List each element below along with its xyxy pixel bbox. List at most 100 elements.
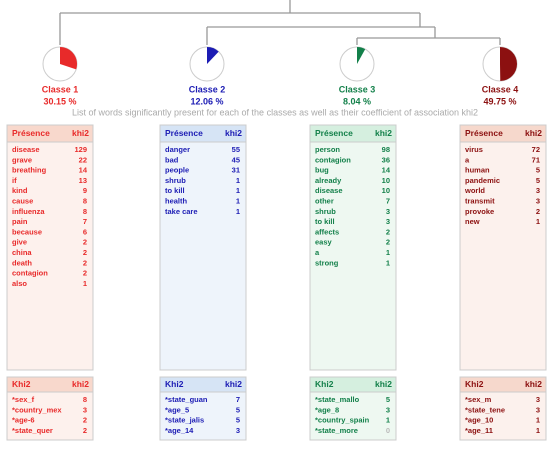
presence-table-word: danger xyxy=(165,145,190,154)
presence-table-word: influenza xyxy=(12,207,45,216)
presence-table-header xyxy=(6,124,94,143)
presence-table-word: breathing xyxy=(12,166,47,175)
khi2-table-word: *age_8 xyxy=(315,405,339,414)
presence-table-word: china xyxy=(12,248,32,257)
presence-table-word: grave xyxy=(12,155,32,164)
presence-table-word: death xyxy=(12,258,32,267)
presence-table-header xyxy=(159,124,247,143)
presence-table-khi2: 3 xyxy=(536,186,540,195)
presence-table-header xyxy=(309,124,397,143)
khi2-table-khi2: 2 xyxy=(83,426,87,435)
khi2-table-word: *age-6 xyxy=(12,416,35,425)
presence-table-khi2: 1 xyxy=(83,279,87,288)
khi2-table-word: *sex_m xyxy=(465,395,492,404)
class-percent: 49.75 % xyxy=(483,96,516,106)
presence-table-word: transmit xyxy=(465,196,495,205)
pie-slice xyxy=(207,47,219,64)
khi2-table-khi2: 5 xyxy=(236,416,240,425)
presence-table-word: bad xyxy=(165,155,179,164)
presence-table-khi2: 2 xyxy=(83,258,87,267)
presence-table-khi2: 6 xyxy=(83,227,87,236)
presence-table-word: a xyxy=(465,155,470,164)
presence-table-khi2: 14 xyxy=(382,166,391,175)
khi2-table-word: *age_14 xyxy=(165,426,194,435)
khi2-table-header-word: Khi2 xyxy=(465,379,484,389)
khi2-table-header xyxy=(159,376,247,393)
khi2-table-khi2: 3 xyxy=(386,405,390,414)
class-percent: 12.06 % xyxy=(190,96,223,106)
presence-table-khi2: 36 xyxy=(382,155,390,164)
class-name: Classe 3 xyxy=(339,84,376,94)
presence-table-word: disease xyxy=(315,186,343,195)
khi2-table-word: *state_quer xyxy=(12,426,53,435)
presence-table-khi2: 1 xyxy=(236,196,240,205)
presence-table-khi2: 1 xyxy=(236,186,240,195)
khi2-table-khi2: 0 xyxy=(386,426,390,435)
khi2-table-word: *state_guan xyxy=(165,395,208,404)
khi2-table-word: *age_5 xyxy=(165,405,189,414)
khi2-table-khi2: 3 xyxy=(536,405,540,414)
khi2-table-header-khi2: khi2 xyxy=(525,379,542,389)
presence-table-word: take care xyxy=(165,207,198,216)
presence-table-word: bug xyxy=(315,166,329,175)
presence-table-header xyxy=(459,124,547,143)
khi2-table-khi2: 5 xyxy=(386,395,390,404)
pie-slice xyxy=(500,47,517,81)
khi2-table-word: *state_mallo xyxy=(315,395,360,404)
khi2-table-header xyxy=(459,376,547,393)
presence-table-header-word: Présence xyxy=(12,128,50,138)
khi2-table-khi2: 3 xyxy=(536,395,540,404)
khi2-table-header-khi2: khi2 xyxy=(72,379,89,389)
presence-table-khi2: 14 xyxy=(79,166,88,175)
presence-table-word: virus xyxy=(465,145,483,154)
presence-table-khi2: 13 xyxy=(79,176,87,185)
class-name: Classe 4 xyxy=(482,84,519,94)
presence-table-khi2: 3 xyxy=(536,196,540,205)
presence-table-word: a xyxy=(315,248,320,257)
presence-table-header-khi2: khi2 xyxy=(525,128,542,138)
presence-table-khi2: 55 xyxy=(232,145,240,154)
khi2-table-khi2: 3 xyxy=(83,405,87,414)
khi2-table-word: *state_tene xyxy=(465,405,505,414)
presence-table-word: because xyxy=(12,227,42,236)
presence-table-khi2: 1 xyxy=(536,217,540,226)
presence-table-word: easy xyxy=(315,238,333,247)
presence-table-khi2: 7 xyxy=(83,217,87,226)
khi2-table-header xyxy=(309,376,397,393)
presence-table-khi2: 5 xyxy=(536,166,540,175)
presence-table-word: people xyxy=(165,166,189,175)
presence-table-khi2: 1 xyxy=(236,176,240,185)
presence-table-khi2: 72 xyxy=(532,145,540,154)
presence-table-khi2: 71 xyxy=(532,155,540,164)
presence-table-word: disease xyxy=(12,145,40,154)
presence-table-khi2: 2 xyxy=(83,238,87,247)
khi2-table-khi2: 1 xyxy=(386,416,390,425)
presence-table-word: contagion xyxy=(12,269,48,278)
presence-table-header-word: Présence xyxy=(165,128,203,138)
presence-table-word: contagion xyxy=(315,155,351,164)
presence-table-khi2: 129 xyxy=(74,145,87,154)
presence-table-body xyxy=(6,124,94,371)
presence-table-khi2: 1 xyxy=(236,207,240,216)
class-name: Classe 2 xyxy=(189,84,226,94)
presence-table-word: shrub xyxy=(315,207,336,216)
khi2-table-khi2: 7 xyxy=(236,395,240,404)
class-percent: 8.04 % xyxy=(343,96,371,106)
presence-table-khi2: 9 xyxy=(83,186,87,195)
presence-table-word: to kill xyxy=(165,186,185,195)
presence-table-word: pandemic xyxy=(465,176,500,185)
presence-table-word: human xyxy=(465,166,490,175)
presence-table-khi2: 1 xyxy=(386,248,390,257)
presence-table-khi2: 8 xyxy=(83,207,87,216)
presence-table-word: affects xyxy=(315,227,339,236)
presence-table-khi2: 2 xyxy=(83,269,87,278)
khi2-table-word: *sex_f xyxy=(12,395,35,404)
presence-table-body xyxy=(459,124,547,371)
khi2-table-header-khi2: khi2 xyxy=(225,379,242,389)
khi2-table-header-word: Khi2 xyxy=(165,379,184,389)
presence-table-khi2: 3 xyxy=(386,207,390,216)
khi2-table-khi2: 8 xyxy=(83,395,87,404)
khi2-table-khi2: 5 xyxy=(236,405,240,414)
presence-table-header-khi2: khi2 xyxy=(72,128,89,138)
